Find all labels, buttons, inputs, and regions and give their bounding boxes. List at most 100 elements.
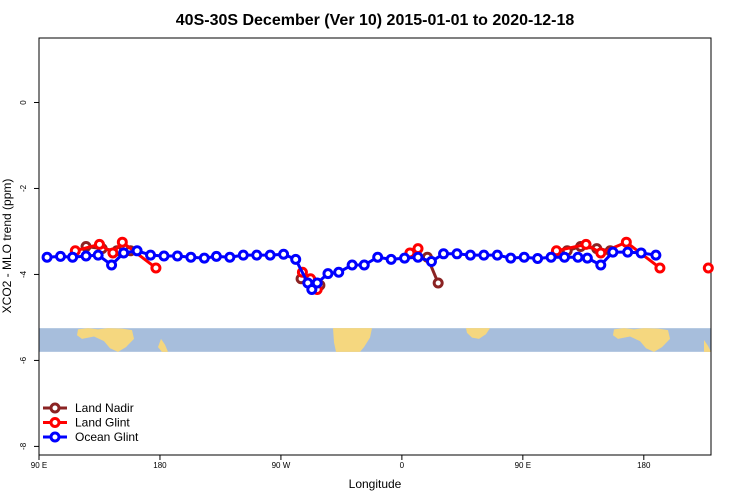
point-ocean-glint [251, 249, 263, 261]
legend-label: Land Nadir [75, 401, 134, 415]
point-land-glint [595, 247, 607, 259]
x-tick-label: 0 [400, 461, 405, 470]
y-axis-label: XCO2 - MLO trend (ppm) [0, 179, 14, 314]
point-ocean-glint [372, 251, 384, 263]
point-ocean-glint [322, 268, 334, 280]
point-land-glint [702, 262, 714, 274]
point-land-glint [116, 236, 128, 248]
y-tick-label: -2 [19, 184, 28, 192]
point-ocean-glint [572, 251, 584, 263]
point-ocean-glint [67, 251, 79, 263]
point-ocean-glint [622, 246, 634, 258]
point-ocean-glint [491, 249, 503, 261]
x-tick-label: 180 [153, 461, 167, 470]
legend-marker [49, 417, 61, 428]
point-land-glint [654, 262, 666, 274]
legend-entry-land-nadir: Land Nadir [43, 401, 134, 415]
legend-entry-ocean-glint: Ocean Glint [43, 430, 139, 444]
land-shape [466, 328, 490, 339]
land-shape [704, 340, 711, 352]
point-ocean-glint [607, 246, 619, 258]
series-ocean-glint [41, 245, 662, 295]
point-ocean-glint [237, 249, 249, 261]
point-ocean-glint [595, 259, 607, 271]
point-ocean-glint [210, 250, 222, 262]
point-ocean-glint [464, 249, 476, 261]
point-land-glint [93, 238, 105, 250]
point-ocean-glint [55, 250, 67, 262]
point-ocean-glint [145, 249, 157, 261]
point-ocean-glint [278, 248, 290, 260]
land-shape [333, 328, 372, 352]
land-shape [77, 328, 134, 352]
point-land-glint [620, 236, 632, 248]
point-ocean-glint [264, 249, 276, 261]
plot-frame [38, 37, 712, 456]
legend-marker [49, 431, 61, 443]
x-tick-label: 180 [637, 461, 651, 470]
point-ocean-glint [532, 253, 544, 265]
legend-label: Ocean Glint [75, 430, 139, 444]
point-ocean-glint [650, 249, 662, 261]
point-ocean-glint [198, 252, 210, 264]
land-shapes [77, 328, 711, 352]
x-axis: 90 E 180 90 W 0 90 E 180 [31, 455, 651, 470]
point-ocean-glint [505, 252, 517, 264]
point-ocean-glint [106, 259, 118, 271]
point-ocean-glint [80, 250, 92, 262]
land-shape [613, 328, 670, 352]
point-ocean-glint [346, 259, 358, 271]
point-ocean-glint [438, 248, 450, 260]
point-ocean-glint [412, 251, 424, 263]
legend-marker [49, 402, 61, 414]
point-ocean-glint [333, 266, 345, 278]
legend-entry-land-glint: Land Glint [43, 416, 130, 430]
point-ocean-glint [92, 249, 104, 261]
y-tick-label: 0 [19, 100, 28, 105]
legend-label: Land Glint [75, 416, 130, 430]
series-layer [41, 236, 714, 295]
land-shape [158, 338, 168, 352]
point-ocean-glint [311, 277, 323, 289]
point-ocean-glint [425, 256, 437, 268]
point-ocean-glint [158, 250, 170, 262]
point-ocean-glint [581, 252, 593, 264]
point-ocean-glint [385, 253, 397, 265]
point-land-glint [580, 238, 592, 250]
point-ocean-glint [478, 249, 490, 261]
point-ocean-glint [290, 253, 302, 265]
point-land-glint [107, 247, 119, 259]
point-land-glint [550, 245, 562, 257]
x-tick-label: 90 E [31, 461, 47, 470]
point-land-glint [150, 262, 162, 274]
series-land-glint [69, 236, 714, 295]
x-tick-label: 90 E [515, 461, 531, 470]
point-ocean-glint [451, 248, 463, 260]
point-ocean-glint [399, 252, 411, 264]
point-land-glint [412, 243, 424, 255]
point-ocean-glint [306, 283, 318, 295]
map-strip [39, 328, 711, 352]
point-ocean-glint [518, 251, 530, 263]
x-tick-label: 90 W [272, 461, 291, 470]
y-tick-label: -4 [19, 270, 28, 278]
point-ocean-glint [545, 251, 557, 263]
x-axis-label: Longitude [349, 477, 402, 491]
point-land-nadir [432, 277, 444, 289]
point-ocean-glint [358, 259, 370, 271]
y-tick-label: -6 [19, 356, 28, 364]
chart-title: 40S-30S December (Ver 10) 2015-01-01 to … [176, 12, 575, 29]
y-axis: 0 -2 -4 -6 -8 [19, 100, 39, 450]
point-ocean-glint [131, 245, 143, 257]
point-ocean-glint [635, 247, 647, 259]
point-ocean-glint [118, 247, 130, 259]
y-tick-label: -8 [19, 442, 28, 450]
point-ocean-glint [224, 251, 236, 263]
point-ocean-glint [185, 251, 197, 263]
point-ocean-glint [171, 250, 183, 262]
ocean-band [39, 328, 711, 352]
point-ocean-glint [559, 251, 571, 263]
point-ocean-glint [41, 251, 53, 263]
